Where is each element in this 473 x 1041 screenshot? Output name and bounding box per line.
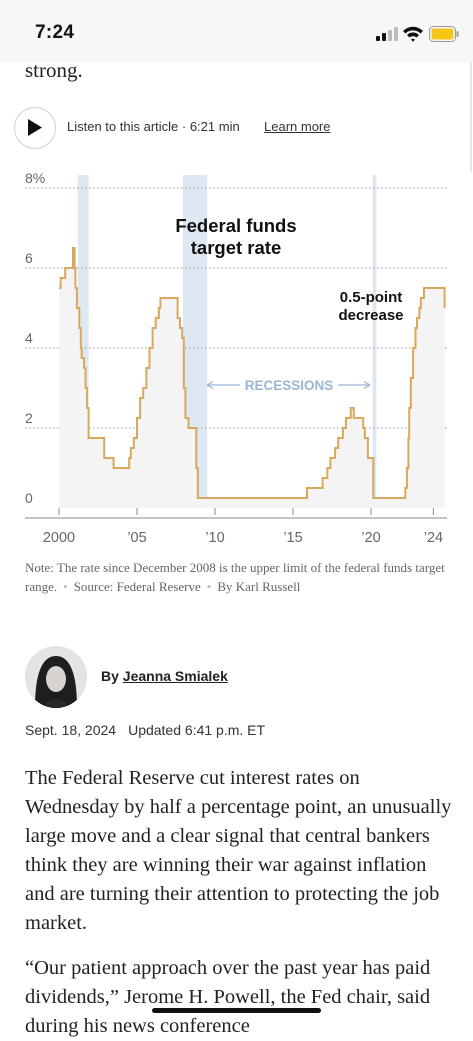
article-text-fragment: strong.	[25, 58, 83, 82]
recession-band-2	[372, 175, 377, 508]
play-icon	[28, 119, 42, 136]
author-link[interactable]: Jeanna Smialek	[122, 668, 228, 684]
chart-source: Source: Federal Reserve	[73, 579, 201, 594]
x-tick-label: ’05	[127, 530, 146, 546]
recessions-label: RECESSIONS	[245, 378, 334, 393]
author-avatar[interactable]	[25, 646, 87, 708]
battery-icon	[429, 26, 459, 42]
chart-credit: By Karl Russell	[217, 579, 301, 594]
y-tick-label: 2	[25, 410, 33, 426]
y-tick-label: 4	[25, 330, 33, 346]
article-paragraph: “Our patient approach over the past year…	[25, 957, 431, 1037]
x-tick-label: 2000	[43, 530, 75, 546]
chart-title-line-1: Federal funds	[175, 215, 296, 236]
annotation-line-1: 0.5-point	[340, 289, 403, 306]
x-tick-label: ’10	[205, 530, 224, 546]
chart-note-text: Note: The rate since December 2008 is th…	[25, 560, 445, 594]
x-tick-label: ’24	[424, 530, 443, 546]
fed-funds-chart: 8% 6 4 2 0 2000 ’05 ’10 ’15 ’20 ’24 Federal funds…	[25, 170, 447, 546]
listen-label: Listen to this article · 6:21 min	[67, 119, 240, 134]
x-tick-label: ’20	[361, 530, 380, 546]
recessions-arrow: RECESSIONS	[206, 378, 371, 393]
chart-note: Note: The rate since December 2008 is th…	[25, 560, 445, 594]
status-time: 7:24	[35, 22, 75, 43]
article-paragraph: The Federal Reserve cut interest rates o…	[25, 767, 452, 934]
status-bar: 7:24	[0, 0, 473, 62]
annotation-line-2: decrease	[338, 307, 403, 324]
y-tick-label: 6	[25, 250, 33, 266]
byline-prefix: By	[101, 668, 119, 684]
y-tick-label: 8%	[25, 170, 45, 186]
play-audio-button[interactable]	[14, 107, 56, 149]
recession-band-0	[77, 175, 89, 508]
divider	[470, 62, 472, 172]
home-indicator[interactable]	[152, 1008, 321, 1013]
y-tick-label: 0	[25, 490, 33, 506]
publish-date: Sept. 18, 2024	[25, 722, 117, 738]
wifi-icon	[403, 26, 423, 42]
chart-title-line-2: target rate	[191, 237, 281, 258]
learn-more-link[interactable]: Learn more	[264, 119, 331, 134]
author-portrait-icon	[25, 646, 87, 708]
updated-time: Updated 6:41 p.m. ET	[128, 722, 266, 738]
rate-line	[59, 247, 446, 499]
x-tick-label: ’15	[283, 530, 302, 546]
byline: By Jeanna Smialek	[101, 668, 228, 684]
rate-area	[59, 248, 445, 508]
dateline: Sept. 18, 2024 Updated 6:41 p.m. ET	[25, 722, 265, 738]
cellular-signal-icon	[376, 27, 398, 41]
